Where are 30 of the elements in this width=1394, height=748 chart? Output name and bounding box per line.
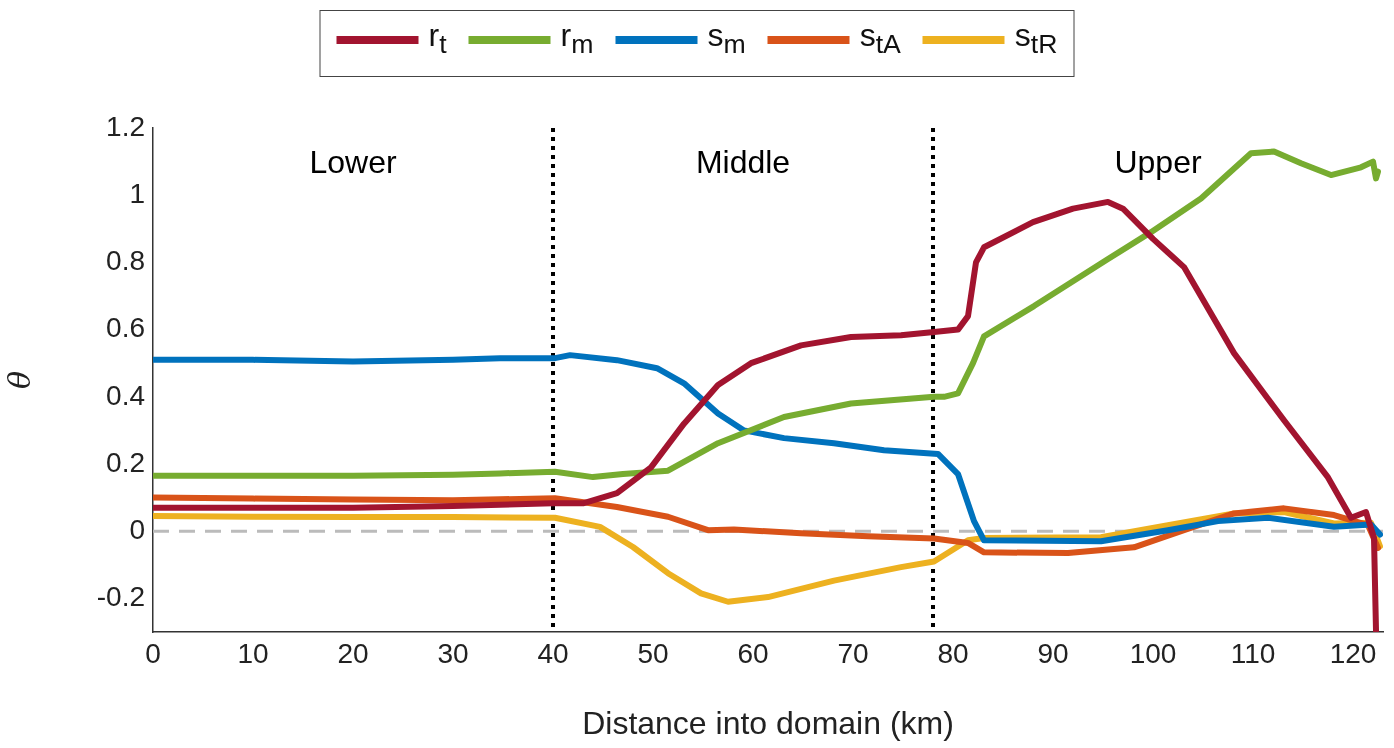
legend-label: s$_{tR}$ [1014, 17, 1058, 62]
x-tick-label: 110 [1230, 637, 1276, 669]
x-tick-label: 10 [237, 637, 269, 669]
annotation: Upper [1114, 143, 1202, 180]
x-tick-label: 100 [1129, 637, 1177, 669]
legend-label: r$_{t}$ [428, 17, 447, 62]
y-tick-label: -0.2 [96, 581, 145, 613]
y-tick-label: 1 [129, 177, 145, 209]
x-tick-label: 90 [1037, 637, 1069, 669]
y-tick-label: 0.6 [106, 312, 145, 344]
x-tick-label: 30 [437, 637, 469, 669]
y-tick-label: 0 [129, 513, 145, 545]
x-axis-title: Distance into domain (km) [582, 704, 954, 741]
x-tick-label: 50 [637, 637, 669, 669]
x-tick-label: 70 [837, 637, 869, 669]
x-tick-label: 40 [537, 637, 569, 669]
x-tick-label: 120 [1329, 637, 1377, 669]
y-tick-label: 0.8 [106, 245, 145, 277]
legend-label: s$_{tA}$ [859, 17, 901, 62]
y-tick-label: 0.4 [106, 379, 145, 411]
annotation: Middle [695, 143, 791, 180]
x-tick-label: 80 [937, 637, 969, 669]
legend-label: s$_{m}$ [707, 17, 746, 62]
y-tick-label: 1.2 [106, 110, 145, 142]
x-tick-label: 60 [737, 637, 769, 669]
x-tick-label: 20 [337, 637, 369, 669]
y-tick-label: 0.2 [106, 446, 145, 478]
annotation: Lower [309, 143, 397, 180]
legend-label: r$_{m}$ [560, 17, 594, 62]
y-axis-title: θ [1, 370, 37, 390]
